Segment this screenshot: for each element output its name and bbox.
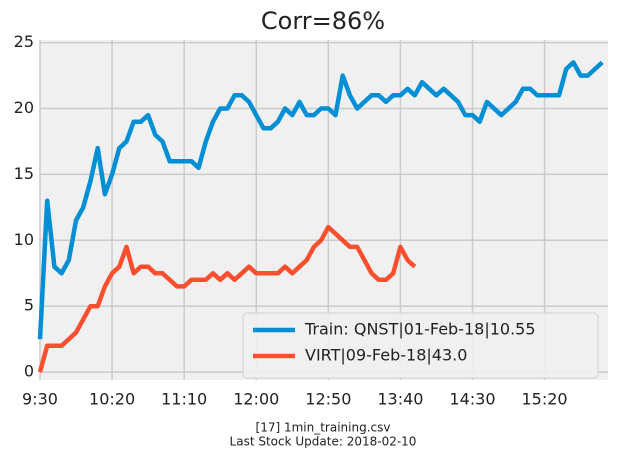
x-tick-label: 14:30 [449, 390, 495, 409]
lines [37, 60, 604, 373]
x-tick-label: 11:10 [161, 390, 207, 409]
footer: [17] 1min_training.csv [256, 421, 391, 435]
legend-label: VIRT|09-Feb-18|43.0 [305, 346, 467, 365]
y-tick-label: 10 [14, 230, 34, 249]
series-line [37, 60, 604, 340]
x-tick-label: 12:50 [305, 390, 351, 409]
chart-title: Corr=86% [261, 7, 385, 35]
footer: Last Stock Update: 2018-02-10 [230, 435, 417, 449]
y-tick-label: 25 [14, 32, 34, 51]
y-tick-label: 15 [14, 164, 34, 183]
y-tick-label: 0 [24, 362, 34, 381]
y-tick-label: 5 [24, 296, 34, 315]
x-tick-label: 12:00 [233, 390, 279, 409]
y-tick-label: 20 [14, 98, 34, 117]
x-tick-label: 15:20 [522, 390, 568, 409]
x-tick-label: 10:20 [89, 390, 135, 409]
x-tick-label: 13:40 [377, 390, 423, 409]
legend-box [242, 312, 599, 379]
series-line [37, 224, 417, 373]
x-tick-label: 9:30 [22, 390, 58, 409]
legend-label: Train: QNST|01-Feb-18|10.55 [304, 320, 536, 339]
legend: Train: QNST|01-Feb-18|10.55 VIRT|09-Feb-1… [242, 312, 599, 379]
